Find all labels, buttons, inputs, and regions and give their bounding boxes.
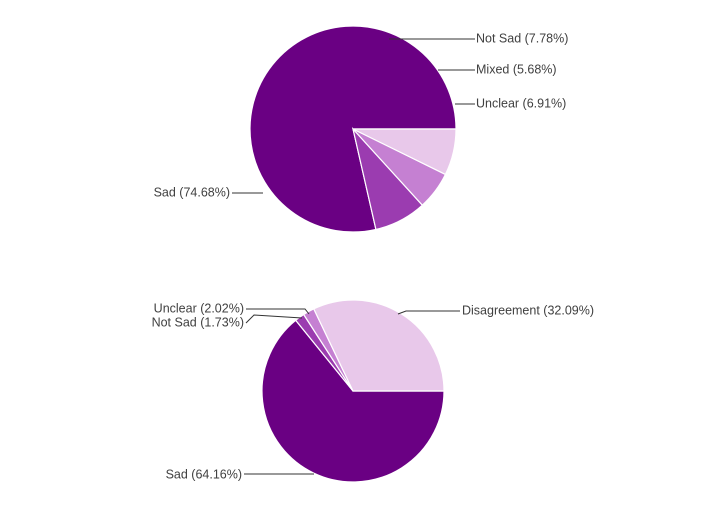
pie-slice-1-3 [312,299,445,392]
slice-label-0-1: Not Sad (7.78%) [476,31,568,45]
leader-line-1-2 [246,308,310,315]
pie-chart-top: Sad (74.68%) Not Sad (7.78%) Mixed (5.68%)… [154,25,568,233]
slice-label-1-3: Disagreement (32.09%) [462,303,594,317]
leader-line-1-3 [397,310,460,315]
slice-label-0-3: Unclear (6.91%) [476,96,566,110]
slice-label-0-2: Mixed (5.68%) [476,62,557,76]
pie-slice-0-3 [352,128,457,176]
slice-label-1-1: Not Sad (1.73%) [152,315,244,329]
pie-slice-1-0 [261,319,445,483]
pie-slice-0-0 [249,25,457,233]
slice-label-0-0: Sad (74.68%) [154,185,230,199]
slice-label-1-2: Unclear (2.02%) [154,301,244,315]
slice-label-1-0: Sad (64.16%) [166,467,242,481]
pie-chart-bottom: Sad (64.16%) Not Sad (1.73%)Unclear (2.02… [152,299,594,483]
leader-line-1-1 [245,314,303,324]
